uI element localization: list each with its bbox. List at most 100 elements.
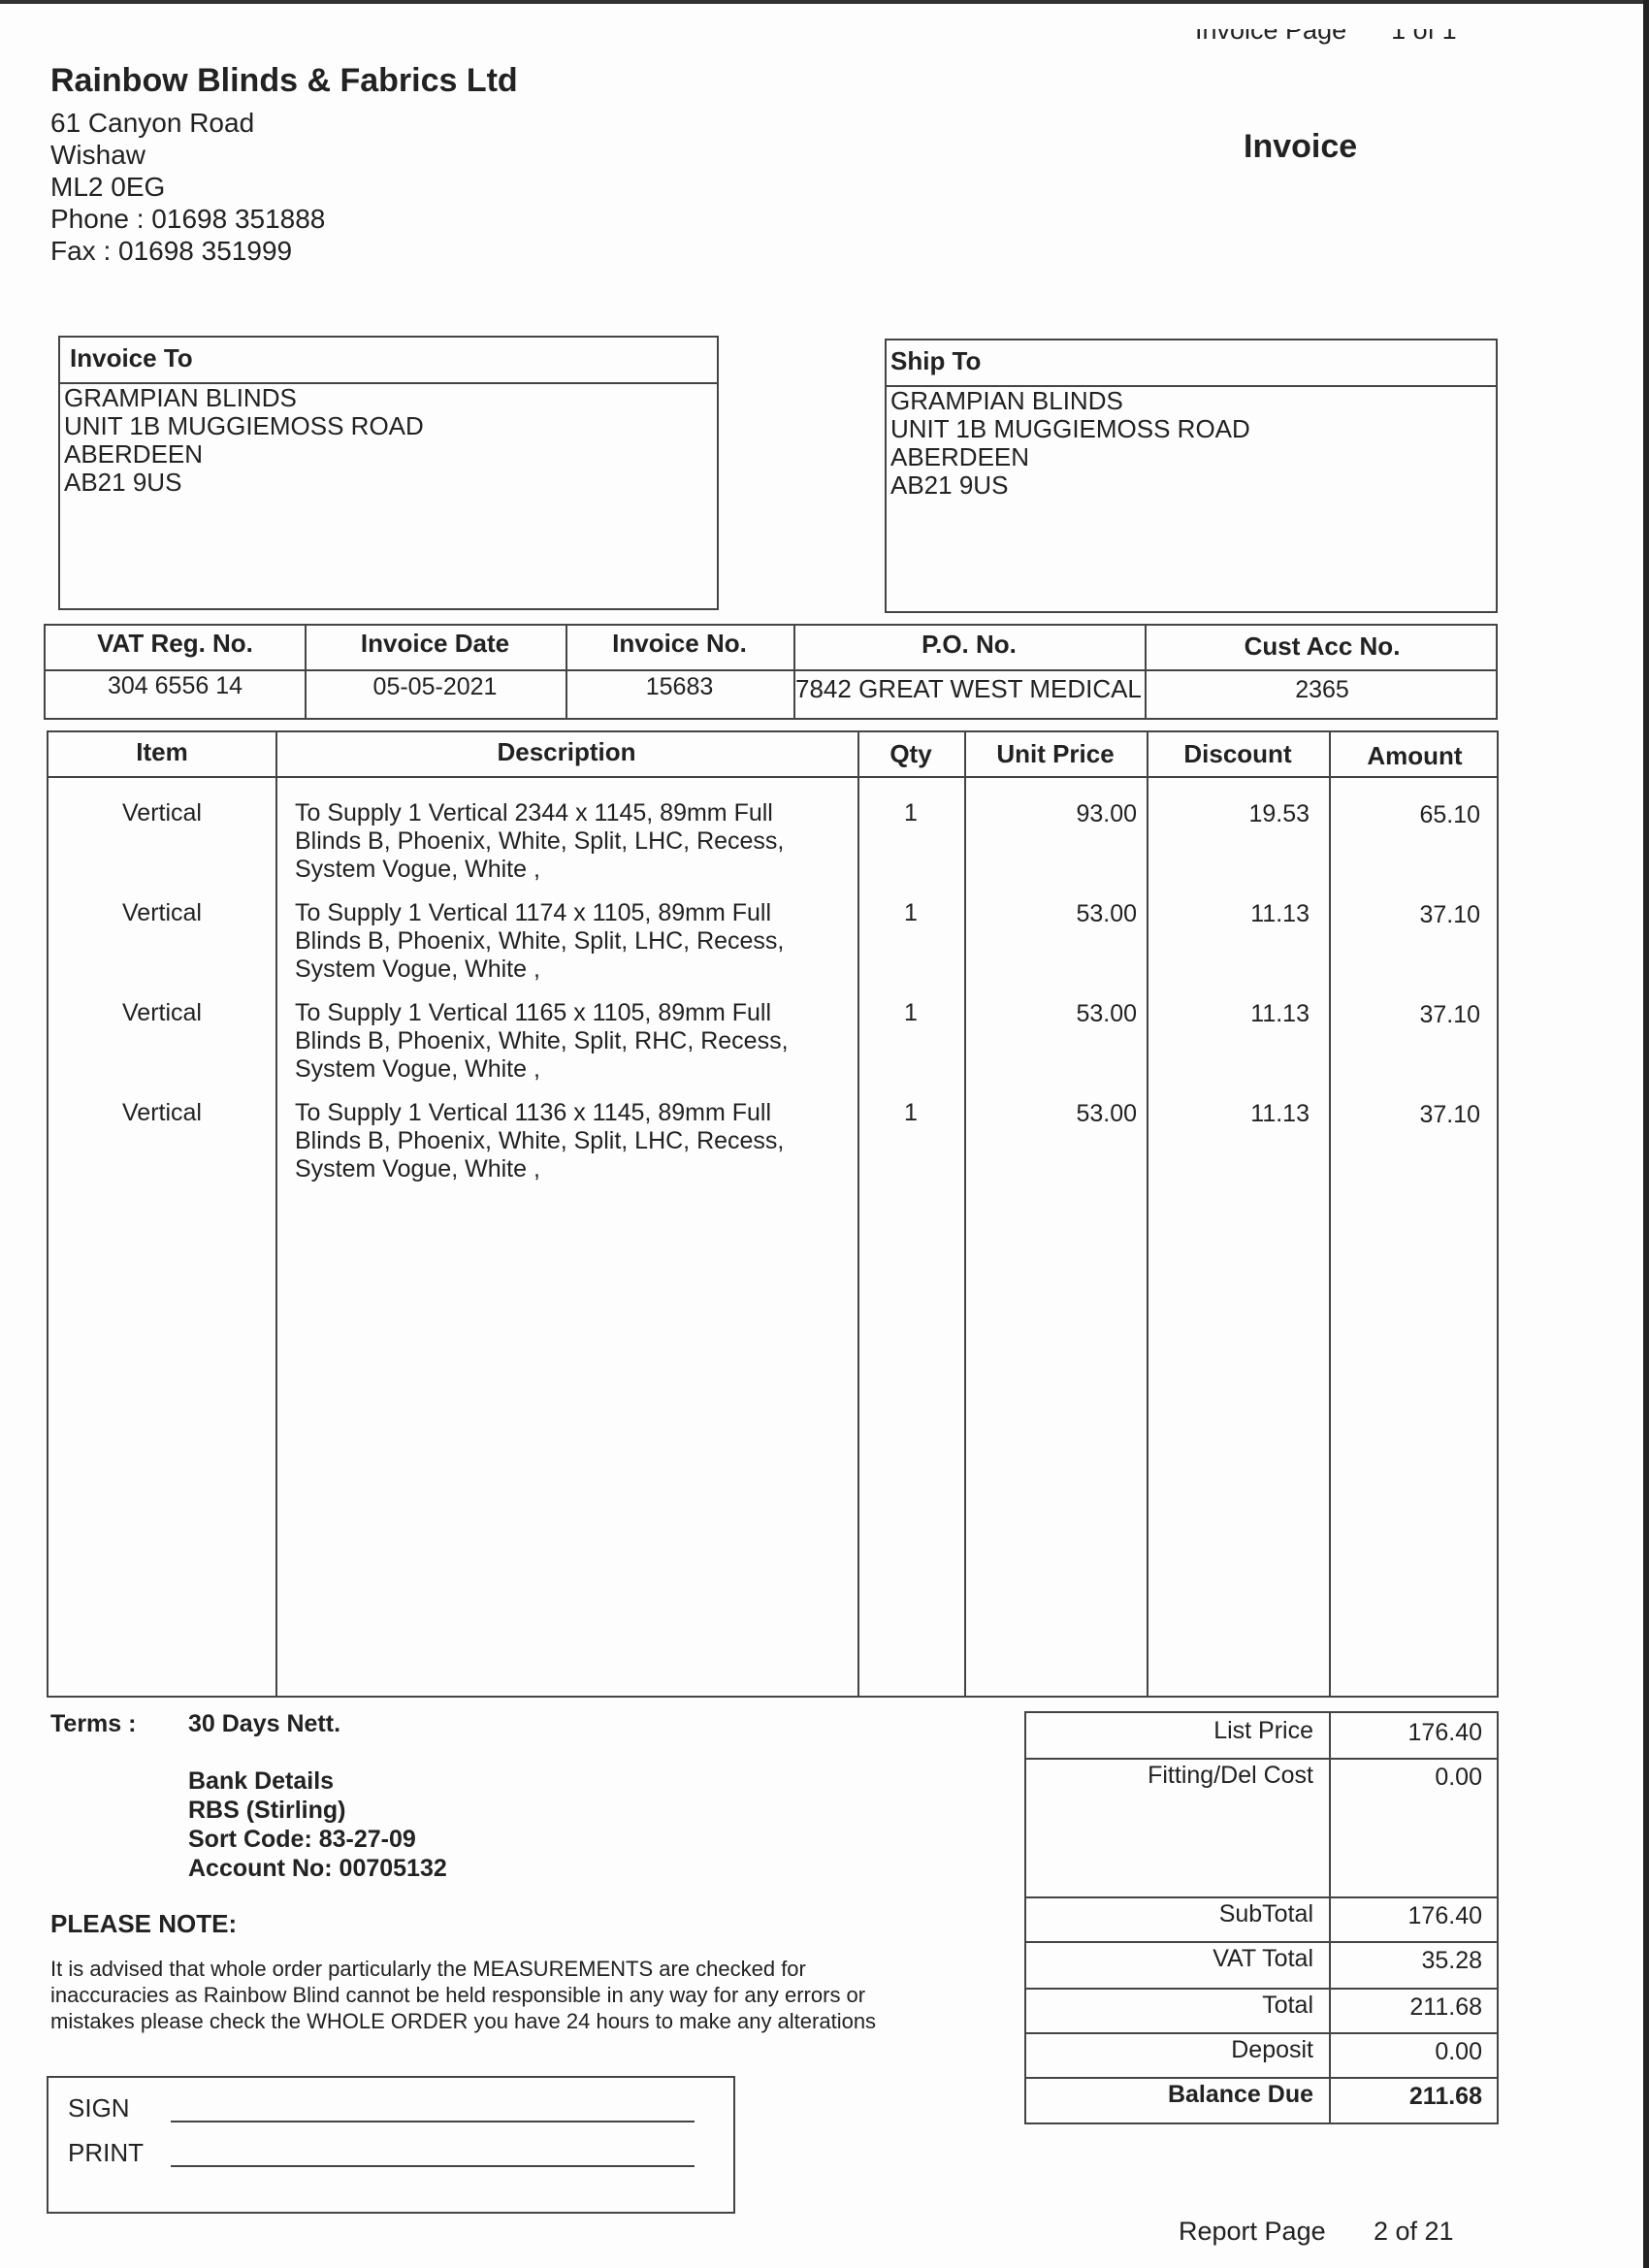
total-label: VAT Total (1212, 1945, 1313, 1972)
vat-reg-no: 304 6556 14 (107, 672, 243, 699)
item-description-line: To Supply 1 Vertical 2344 x 1145, 89mm F… (295, 799, 773, 826)
item-description-line: To Supply 1 Vertical 1136 x 1145, 89mm F… (295, 1099, 772, 1126)
item-unit-price: 93.00 (1076, 800, 1137, 827)
total-label: Balance Due (1167, 2081, 1313, 2108)
item-qty: 1 (904, 999, 918, 1026)
item-name: Vertical (122, 999, 202, 1026)
bank-name: RBS (Stirling) (188, 1797, 346, 1824)
address-line: ABERDEEN (64, 439, 204, 469)
header-po: P.O. No. (922, 630, 1017, 659)
report-page-value: 2 of 21 (1374, 2217, 1454, 2246)
item-unit-price: 53.00 (1076, 1100, 1137, 1127)
invoice-page-label: Invoice Page (1195, 29, 1347, 45)
item-discount: 19.53 (1248, 800, 1310, 827)
item-qty: 1 (904, 899, 918, 926)
total-value: 211.68 (1409, 1993, 1482, 2021)
item-description-line: To Supply 1 Vertical 1174 x 1105, 89mm F… (295, 899, 772, 926)
note-line: inaccuracies as Rainbow Blind cannot be … (50, 1983, 866, 2007)
sign-line[interactable] (171, 2121, 695, 2122)
cust-acc-no: 2365 (1295, 676, 1349, 703)
note-text: It is advised that whole order particula… (50, 1956, 876, 2034)
total-label: List Price (1213, 1717, 1313, 1744)
address-line: Wishaw (50, 140, 146, 170)
item-qty: 1 (904, 799, 918, 826)
header-unit-price: Unit Price (996, 739, 1115, 768)
total-label: Total (1262, 1992, 1313, 2019)
item-description-line: System Vogue, White , (295, 956, 540, 983)
company-fax: Fax : 01698 351999 (50, 236, 293, 266)
company-address: 61 Canyon Road Wishaw ML2 0EG Phone : 01… (50, 107, 325, 267)
bank-details: Bank Details RBS (Stirling) Sort Code: 83-… (188, 1766, 447, 1883)
signature-box: SIGN PRINT (47, 2076, 735, 2214)
header-amount: Amount (1367, 741, 1463, 770)
header-qty: Qty (889, 739, 932, 768)
item-description-line: System Vogue, White , (295, 1055, 540, 1083)
note-line: mistakes please check the WHOLE ORDER yo… (50, 2009, 877, 2033)
terms-value: 30 Days Nett. (188, 1710, 341, 1737)
invoice-no: 15683 (645, 673, 714, 700)
total-value: 176.40 (1407, 1719, 1482, 1746)
print-line[interactable] (171, 2165, 695, 2167)
item-description-line: Blinds B, Phoenix, White, Split, LHC, Re… (295, 827, 785, 855)
total-value: 0.00 (1435, 2038, 1482, 2065)
address-line: AB21 9US (64, 468, 182, 497)
address-line: AB21 9US (890, 470, 1009, 500)
total-label: SubTotal (1218, 1900, 1313, 1928)
item-description-line: System Vogue, White , (295, 856, 540, 883)
scan-edge (1643, 0, 1649, 2268)
header-item: Item (136, 737, 188, 766)
item-discount: 11.13 (1250, 900, 1310, 927)
total-value: 35.28 (1421, 1947, 1482, 1974)
item-discount: 11.13 (1250, 1000, 1310, 1027)
account-no: Account No: 00705132 (188, 1855, 447, 1882)
total-label: Fitting/Del Cost (1148, 1762, 1313, 1789)
item-amount: 37.10 (1419, 1001, 1480, 1028)
item-description-line: To Supply 1 Vertical 1165 x 1105, 89mm F… (295, 999, 772, 1026)
bank-title: Bank Details (188, 1767, 335, 1795)
header-invoice-no: Invoice No. (612, 629, 747, 658)
address-line: UNIT 1B MUGGIEMOSS ROAD (890, 414, 1250, 443)
item-description-line: Blinds B, Phoenix, White, Split, RHC, Re… (295, 1027, 789, 1054)
address-line: ABERDEEN (890, 442, 1030, 471)
item-amount: 65.10 (1419, 801, 1480, 828)
header-description: Description (497, 737, 636, 766)
scan-edge (0, 0, 1649, 4)
sign-label: SIGN (68, 2093, 130, 2122)
line-items-table: Item Description Qty Unit Price Discount… (47, 730, 1499, 1698)
totals-box: List Price 176.40 Fitting/Del Cost 0.00 SubT… (1024, 1711, 1499, 2124)
total-value: 176.40 (1407, 1902, 1482, 1929)
sort-code: Sort Code: 83-27-09 (188, 1826, 416, 1853)
item-unit-price: 53.00 (1076, 1000, 1137, 1027)
item-name: Vertical (122, 799, 202, 826)
item-amount: 37.10 (1419, 901, 1480, 928)
invoice-page-indicator: Invoice Page 1 of 1 (1195, 29, 1457, 62)
ship-to-label: Ship To (890, 346, 982, 375)
print-label: PRINT (68, 2138, 144, 2167)
item-amount: 37.10 (1419, 1101, 1480, 1128)
item-description-line: System Vogue, White , (295, 1155, 540, 1183)
total-value: 211.68 (1408, 2083, 1482, 2110)
invoice-info-table: VAT Reg. No. Invoice Date Invoice No. P.… (44, 624, 1498, 720)
report-page-label: Report Page (1179, 2217, 1326, 2246)
total-value: 0.00 (1435, 1764, 1482, 1791)
address-line: UNIT 1B MUGGIEMOSS ROAD (64, 411, 424, 440)
address-line: GRAMPIAN BLINDS (64, 383, 297, 412)
header-cust-acc: Cust Acc No. (1244, 632, 1401, 661)
company-name: Rainbow Blinds & Fabrics Ltd (50, 62, 518, 99)
company-phone: Phone : 01698 351888 (50, 204, 326, 234)
ship-to-address: GRAMPIAN BLINDS UNIT 1B MUGGIEMOSS ROAD AB… (890, 387, 1250, 500)
invoice-to-box: Invoice To GRAMPIAN BLINDS UNIT 1B MUGGIE… (58, 336, 719, 610)
header-vat: VAT Reg. No. (97, 629, 253, 658)
address-line: ML2 0EG (50, 172, 166, 202)
item-discount: 11.13 (1250, 1100, 1310, 1127)
address-line: GRAMPIAN BLINDS (890, 386, 1123, 415)
header-date: Invoice Date (360, 629, 510, 658)
item-description-line: Blinds B, Phoenix, White, Split, LHC, Re… (295, 1127, 785, 1154)
po-no: 7842 GREAT WEST MEDICAL (795, 674, 1142, 703)
item-qty: 1 (904, 1099, 918, 1126)
note-line: It is advised that whole order particula… (50, 1957, 806, 1981)
total-label: Deposit (1231, 2036, 1313, 2063)
terms-label: Terms : (50, 1710, 137, 1737)
item-name: Vertical (122, 1099, 202, 1126)
item-name: Vertical (122, 899, 202, 926)
